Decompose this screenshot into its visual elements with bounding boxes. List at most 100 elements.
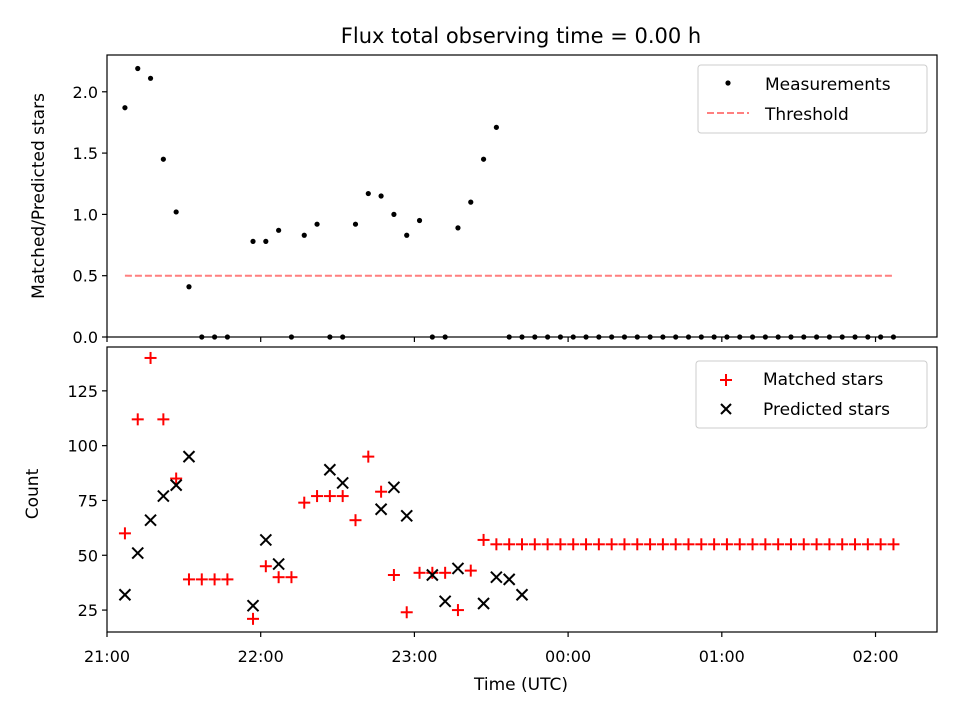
matched-star-point [387, 569, 400, 581]
matched-star-point [605, 538, 618, 551]
measurement-point [186, 284, 192, 290]
matched-star-point [528, 538, 541, 551]
matched-star-point [592, 538, 605, 551]
measurement-point [455, 225, 461, 231]
count-legend: Matched stars Predicted stars [695, 360, 928, 429]
matched-star-point [516, 538, 528, 551]
matched-star-point [784, 538, 797, 551]
count-y-tick-label: 25 [78, 601, 98, 620]
matched-star-point [861, 538, 874, 551]
matched-star-point [656, 538, 669, 551]
chart-title: Flux total observing time = 0.00 h [341, 24, 701, 48]
predicted-star-point [272, 557, 285, 571]
matched-star-point [349, 514, 362, 527]
ratio-y-tick-label: 2.0 [73, 83, 98, 102]
count-y-ticks: 25 50 75 100 125 [67, 382, 107, 620]
ratio-y-tick-label: 1.5 [73, 144, 98, 163]
ratio-axes-frame [106, 54, 938, 338]
legend-matched-label: Matched stars [763, 370, 883, 390]
predicted-star-point [451, 562, 465, 575]
ratio-y-tick-label: 1.0 [73, 205, 98, 224]
matched-star-point [849, 538, 862, 551]
matched-star-point [157, 413, 170, 426]
matched-star-point [195, 573, 208, 586]
predicted-star-point [477, 597, 490, 610]
matched-star-point [874, 538, 887, 551]
matched-star-point [720, 538, 733, 551]
predicted-star-point [387, 481, 401, 494]
measurement-point [404, 232, 410, 238]
measurement-point [480, 156, 487, 162]
predicted-star-point [259, 533, 273, 547]
predicted-star-point [246, 599, 260, 612]
matched-star-point [618, 538, 631, 551]
matched-star-point [311, 490, 324, 503]
predicted-star-point [502, 573, 516, 586]
predicted-star-point [323, 463, 337, 476]
measurement-point [468, 199, 474, 205]
measurement-point [122, 105, 128, 111]
matched-star-point [375, 485, 388, 498]
measurement-point [135, 65, 141, 72]
matched-star-point [759, 538, 772, 551]
matched-star-point [144, 351, 157, 364]
ratio-legend-box [697, 64, 928, 134]
matched-star-point [118, 527, 131, 540]
predicted-star-point [426, 568, 439, 582]
measurement-point [160, 156, 166, 162]
predicted-star-point [182, 450, 196, 463]
matched-star-point [259, 560, 272, 573]
measurement-point [147, 75, 154, 81]
count-y-tick-label: 50 [78, 546, 98, 565]
ratio-x-ticks [106, 337, 877, 342]
matched-star-point [336, 490, 349, 503]
matched-star-point [272, 571, 285, 584]
legend-threshold-label: Threshold [764, 105, 849, 125]
predicted-star-point [374, 503, 388, 516]
legend-predicted-marker [720, 403, 732, 415]
matched-star-point [451, 604, 464, 617]
ratio-panel: 0.00.51.01.52.0 Matched/Predicted stars … [29, 54, 938, 347]
matched-star-point [477, 533, 490, 546]
count-legend-box [695, 360, 928, 429]
x-tick-label: 01:00 [699, 647, 745, 666]
matched-star-point [439, 566, 452, 579]
matched-star-point [823, 538, 836, 551]
matched-star-point [400, 606, 413, 619]
matched-star-point [298, 496, 311, 509]
predicted-star-point [157, 489, 170, 503]
predicted-star-point [336, 476, 349, 490]
matched-star-point [182, 573, 195, 586]
x-tick-label: 00:00 [545, 647, 591, 666]
matched-star-point [554, 538, 567, 551]
predicted-star-point [118, 588, 132, 601]
matched-star-point [490, 538, 503, 551]
predicted-star-point [144, 513, 157, 527]
matched-star-point [221, 573, 234, 586]
matched-star-point [170, 472, 183, 485]
count-y-tick-label: 125 [67, 382, 98, 401]
matched-star-point [247, 612, 260, 625]
count-plot-area [118, 351, 900, 625]
ratio-legend: Measurements Threshold [697, 64, 928, 134]
matched-star-point [362, 450, 375, 463]
matched-star-point [208, 573, 221, 586]
count-panel: 25 50 75 100 125 21:00 22:00 23:00 00:00 01:00 02… [23, 346, 938, 695]
measurement-point [314, 221, 320, 227]
matched-star-point [708, 538, 721, 551]
count-y-tick-label: 100 [67, 437, 98, 456]
legend-predicted-label: Predicted stars [763, 400, 890, 420]
measurement-point [263, 238, 269, 244]
measurement-point [173, 209, 179, 215]
matched-star-point [682, 538, 695, 551]
matched-star-point [746, 538, 759, 551]
matched-star-point [797, 538, 810, 551]
measurement-point [276, 227, 282, 233]
matched-star-point [503, 538, 516, 551]
ratio-y-tick-label: 0.0 [73, 328, 98, 347]
matched-star-point [323, 490, 336, 503]
x-tick-label: 23:00 [391, 647, 437, 666]
matched-star-point [810, 538, 823, 551]
measurement-point [378, 193, 384, 199]
count-y-tick-label: 75 [78, 491, 98, 510]
